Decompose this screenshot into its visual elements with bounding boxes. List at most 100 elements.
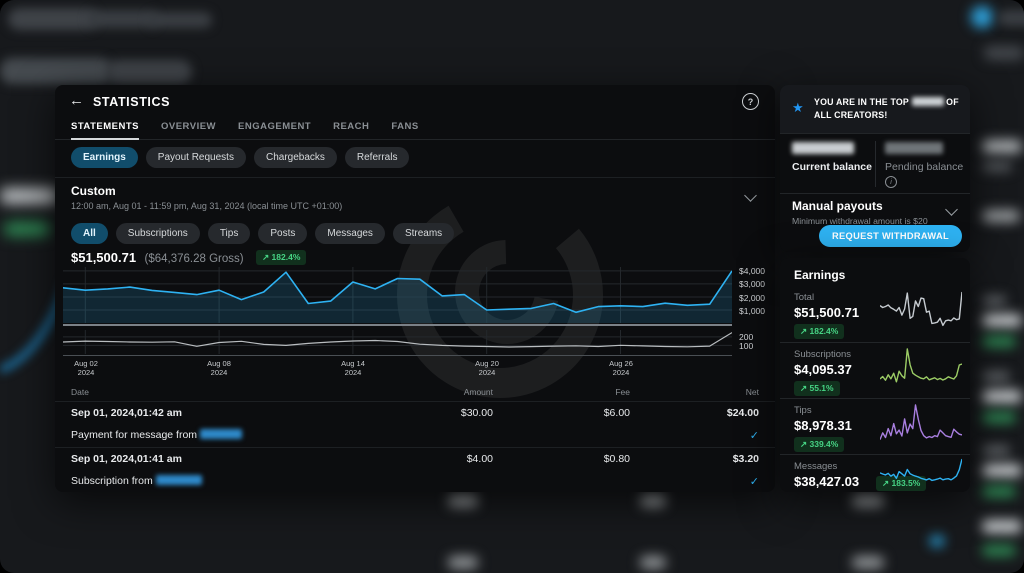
period-chevron-down-icon[interactable]: [744, 189, 757, 202]
row-date: Sep 01, 2024,01:41 am: [71, 453, 182, 465]
bg-blur-pill: [148, 12, 212, 28]
pill-posts[interactable]: Posts: [258, 223, 308, 244]
summary-change-badge: ↗ 182.4%: [256, 250, 307, 265]
earnings-summary: $51,500.71 ($64,376.28 Gross) ↗ 182.4%: [71, 249, 307, 267]
bg-blur-pill: [88, 10, 158, 28]
stat-value: $38,427.03: [794, 474, 860, 489]
row-net: $3.20: [732, 453, 759, 465]
bg-blur-badge: [982, 336, 1016, 347]
tab-engagement[interactable]: ENGAGEMENT: [238, 121, 312, 132]
bg-blur-text: [982, 162, 1012, 171]
pill-payout-requests[interactable]: Payout Requests: [145, 147, 246, 168]
balance-panel: ★ YOU ARE IN THE TOP OF ALL CREATORS! Cu…: [780, 85, 970, 252]
stat-messages: Messages $38,427.03 ↗ 183.5%: [780, 454, 970, 492]
tab-statements[interactable]: STATEMENTS: [71, 121, 139, 132]
active-tab-indicator: [71, 138, 139, 140]
x-tick: Aug 14 2024: [341, 359, 365, 378]
redacted-current-balance: [792, 142, 854, 154]
bg-blur-text: [982, 464, 1022, 477]
request-withdrawal-button[interactable]: REQUEST WITHDRAWAL: [819, 225, 962, 247]
total-sparkline: [880, 291, 962, 327]
divider: [875, 141, 876, 187]
star-icon: ★: [792, 100, 804, 115]
redacted-pending-balance: [885, 142, 943, 154]
stat-label: Tips: [794, 405, 812, 416]
column-header-date: Date: [71, 387, 89, 397]
tab-overview[interactable]: OVERVIEW: [160, 121, 217, 132]
stat-label: Total: [794, 292, 815, 303]
column-header-fee: Fee: [615, 387, 630, 397]
bg-blur-amount: [852, 556, 884, 569]
summary-net-amount: $51,500.71: [71, 250, 137, 265]
pill-messages[interactable]: Messages: [315, 223, 385, 244]
summary-gross-amount: ($64,376.28 Gross): [144, 253, 244, 265]
earnings-line-chart: [63, 267, 732, 323]
stat-label: Messages: [794, 461, 838, 472]
statistics-tabs: STATEMENTS OVERVIEW ENGAGEMENT REACH FAN…: [55, 117, 775, 140]
pill-subscriptions[interactable]: Subscriptions: [115, 223, 200, 244]
column-header-amount: Amount: [463, 387, 493, 397]
bg-blur-avatar: [971, 6, 993, 28]
pill-chargebacks[interactable]: Chargebacks: [253, 147, 337, 168]
divider: [780, 193, 970, 194]
top-creator-text: YOU ARE IN THE TOP OF ALL CREATORS!: [814, 97, 959, 120]
bg-blur-amount: [448, 494, 478, 507]
bg-blur-text: [982, 520, 1022, 533]
pill-referrals[interactable]: Referrals: [344, 147, 410, 168]
bg-blur-amount: [640, 556, 666, 569]
transactions-line-chart: [63, 330, 732, 354]
category-filter-pills: All Subscriptions Tips Posts Messages St…: [71, 223, 455, 244]
y-tick: 200: [739, 332, 754, 342]
current-balance-label: Current balance: [792, 161, 872, 173]
bg-blur-pill: [106, 60, 192, 84]
pill-tips[interactable]: Tips: [207, 223, 251, 244]
help-icon[interactable]: ?: [742, 93, 759, 110]
chart-axis-line: [63, 355, 732, 356]
bg-blur-pill: [998, 10, 1024, 26]
stat-label: Subscriptions: [794, 349, 852, 360]
statistics-modal: ← STATISTICS ? STATEMENTS OVERVIEW ENGAG…: [55, 85, 775, 492]
divider: [55, 447, 775, 448]
stat-tips: Tips $8,978.31 ↗ 339.4%: [780, 398, 970, 455]
pill-streams[interactable]: Streams: [392, 223, 455, 244]
bg-blur-pill: [0, 58, 112, 84]
divider: [55, 177, 775, 178]
row-amount: $4.00: [466, 453, 493, 465]
manual-payouts-subtitle: Minimum withdrawal amount is $20: [792, 216, 928, 226]
pending-balance-label: Pending balance: [885, 161, 964, 173]
subscriptions-sparkline: [880, 348, 962, 383]
info-icon[interactable]: i: [885, 176, 897, 188]
bg-blur-text: [982, 140, 1022, 153]
tab-reach[interactable]: REACH: [333, 121, 370, 132]
payouts-chevron-down-icon[interactable]: [945, 203, 958, 216]
earnings-title: Earnings: [794, 268, 846, 282]
y-tick: 100: [739, 341, 754, 351]
row-description: Subscription from: [71, 475, 202, 487]
bg-blur-text: [982, 296, 1006, 305]
tab-fans[interactable]: FANS: [391, 121, 419, 132]
bg-blur-badge: [4, 222, 50, 236]
stat-change-badge: ↗ 55.1%: [794, 381, 840, 396]
pill-all[interactable]: All: [71, 223, 108, 244]
row-description: Payment for message from: [71, 429, 242, 441]
bg-blur-amount: [448, 556, 478, 569]
period-label[interactable]: Custom: [71, 184, 116, 198]
bg-blur-text: [982, 372, 1010, 381]
row-amount: $30.00: [460, 407, 493, 419]
row-net: $24.00: [726, 407, 759, 419]
bg-blur-text: [982, 446, 1010, 455]
y-tick: $1,000: [739, 306, 765, 316]
pill-earnings[interactable]: Earnings: [71, 147, 138, 168]
back-arrow-icon[interactable]: ←: [69, 92, 84, 109]
bg-blur-badge: [982, 412, 1016, 423]
bg-blur-text: [984, 46, 1024, 60]
bg-blur-text: [982, 314, 1022, 327]
x-tick: Aug 26 2024: [609, 359, 633, 378]
row-fee: $6.00: [603, 407, 630, 419]
redacted-username: [155, 475, 202, 485]
stat-change-badge: ↗ 183.5%: [876, 476, 927, 491]
bg-blur-text: [982, 390, 1022, 403]
bg-blur-badge: [982, 545, 1016, 556]
row-fee: $0.80: [603, 453, 630, 465]
